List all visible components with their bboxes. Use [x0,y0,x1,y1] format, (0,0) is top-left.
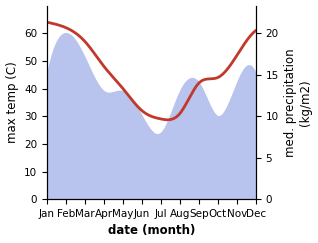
Y-axis label: med. precipitation
(kg/m2): med. precipitation (kg/m2) [284,48,313,157]
Y-axis label: max temp (C): max temp (C) [5,61,18,143]
X-axis label: date (month): date (month) [108,225,195,237]
